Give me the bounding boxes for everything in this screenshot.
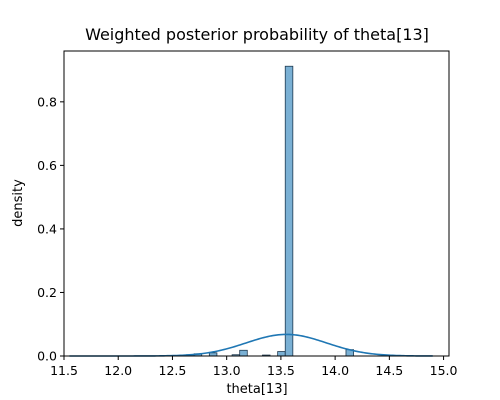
x-tick-label: 12.0 [104, 363, 132, 378]
histogram-bars [186, 65, 354, 357]
y-tick-label: 0.2 [37, 285, 57, 300]
plot-area [63, 50, 450, 357]
chart-title: Weighted posterior probability of theta[… [85, 25, 429, 44]
x-axis: 11.5 12.0 12.5 13.0 13.5 14.0 14.5 15.0 [50, 356, 458, 378]
histogram-bar [284, 65, 294, 357]
y-axis: 0.0 0.2 0.4 0.6 0.8 [37, 94, 64, 364]
x-tick-label: 15.0 [430, 363, 458, 378]
x-tick-label: 13.0 [213, 363, 241, 378]
x-tick-label: 12.5 [159, 363, 187, 378]
y-tick-label: 0.4 [37, 221, 57, 236]
x-tick-label: 11.5 [50, 363, 78, 378]
x-tick-label: 14.5 [375, 363, 403, 378]
histogram-bar [239, 349, 248, 357]
y-tick-label: 0.6 [37, 158, 57, 173]
y-tick-label: 0.8 [37, 94, 57, 109]
histogram-bar [277, 351, 286, 357]
kde-curve [69, 333, 433, 357]
x-tick-label: 14.0 [321, 363, 349, 378]
x-axis-label: theta[13] [226, 382, 287, 397]
y-axis-label: density [11, 179, 26, 227]
y-tick-label: 0.0 [37, 349, 57, 364]
x-tick-label: 13.5 [267, 363, 295, 378]
plot-frame [63, 50, 450, 357]
